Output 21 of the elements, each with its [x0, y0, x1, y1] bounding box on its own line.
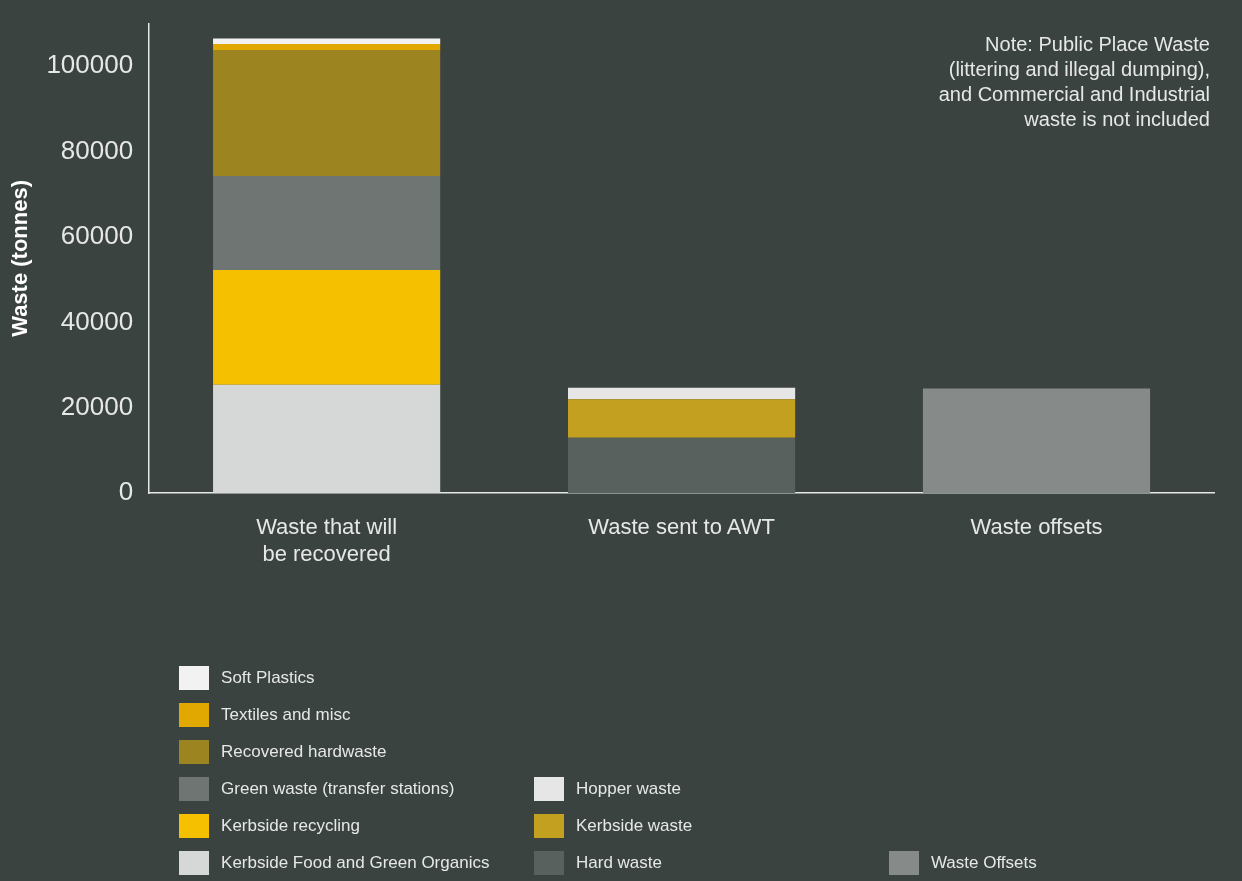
x-tick-label: Waste sent to AWT: [588, 514, 775, 540]
y-tick-label: 80000: [60, 134, 134, 165]
y-tick-label: 100000: [46, 49, 134, 80]
legend-label: Textiles and misc: [221, 705, 351, 725]
legend-label: Hopper waste: [575, 779, 681, 799]
x-tick-label: Waste offsets: [970, 514, 1103, 540]
y-tick-label: 20000: [60, 390, 134, 421]
legend-label: Recovered hardwaste: [221, 742, 387, 762]
legend-label: Kerbside Food and Green Organics: [221, 853, 490, 873]
x-tick-label: Waste that will be recovered: [256, 514, 398, 566]
annotation: Note: Public Place Waste (littering and illegal dumping), and Commercial and Industrial waste is not included: [938, 33, 1210, 131]
y-tick-label: 40000: [60, 305, 134, 336]
legend-label: Kerbside waste: [575, 816, 693, 836]
y-tick-label: 60000: [60, 220, 134, 251]
y-axis-title: Waste (tonnes): [7, 179, 33, 337]
y-tick-label: 0: [118, 476, 134, 507]
legend-label: Green waste (transfer stations): [221, 779, 455, 799]
legend-label: Kerbside recycling: [221, 816, 360, 836]
legend-label: Hard waste: [575, 853, 662, 873]
legend-label: Soft Plastics: [221, 668, 315, 688]
legend-label: Waste Offsets: [930, 853, 1037, 873]
